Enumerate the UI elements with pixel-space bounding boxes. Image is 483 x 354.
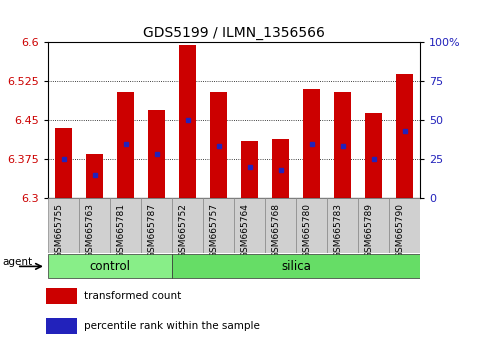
Bar: [210, 92, 227, 198]
Bar: [241, 141, 258, 198]
Bar: [46, 288, 77, 304]
Bar: [265, 198, 296, 253]
Title: GDS5199 / ILMN_1356566: GDS5199 / ILMN_1356566: [143, 26, 325, 40]
Bar: [141, 198, 172, 253]
Text: GSM665755: GSM665755: [55, 202, 64, 258]
Bar: [46, 318, 77, 334]
Bar: [358, 198, 389, 253]
Text: GSM665789: GSM665789: [365, 202, 374, 258]
Bar: [48, 198, 79, 253]
Text: control: control: [90, 260, 131, 273]
Bar: [365, 113, 382, 198]
Text: GSM665780: GSM665780: [303, 202, 312, 258]
Bar: [234, 198, 265, 253]
Bar: [179, 45, 196, 198]
Bar: [48, 255, 172, 278]
Bar: [203, 198, 234, 253]
Text: GSM665752: GSM665752: [179, 202, 188, 257]
Bar: [79, 198, 110, 253]
Text: GSM665787: GSM665787: [148, 202, 157, 258]
Text: silica: silica: [281, 260, 311, 273]
Text: GSM665781: GSM665781: [117, 202, 126, 258]
Bar: [296, 198, 327, 253]
Text: transformed count: transformed count: [85, 291, 182, 301]
Text: GSM665783: GSM665783: [334, 202, 343, 258]
Text: GSM665757: GSM665757: [210, 202, 219, 258]
Bar: [86, 154, 103, 198]
Bar: [172, 255, 420, 278]
Bar: [55, 128, 72, 198]
Bar: [148, 110, 165, 198]
Text: agent: agent: [2, 257, 32, 267]
Bar: [334, 92, 351, 198]
Text: GSM665763: GSM665763: [86, 202, 95, 258]
Text: percentile rank within the sample: percentile rank within the sample: [85, 321, 260, 331]
Text: GSM665790: GSM665790: [396, 202, 405, 258]
Text: GSM665764: GSM665764: [241, 202, 250, 257]
Bar: [396, 74, 413, 198]
Bar: [327, 198, 358, 253]
Bar: [110, 198, 142, 253]
Bar: [389, 198, 420, 253]
Text: GSM665768: GSM665768: [272, 202, 281, 258]
Bar: [172, 198, 203, 253]
Bar: [272, 138, 289, 198]
Bar: [117, 92, 134, 198]
Bar: [303, 89, 320, 198]
